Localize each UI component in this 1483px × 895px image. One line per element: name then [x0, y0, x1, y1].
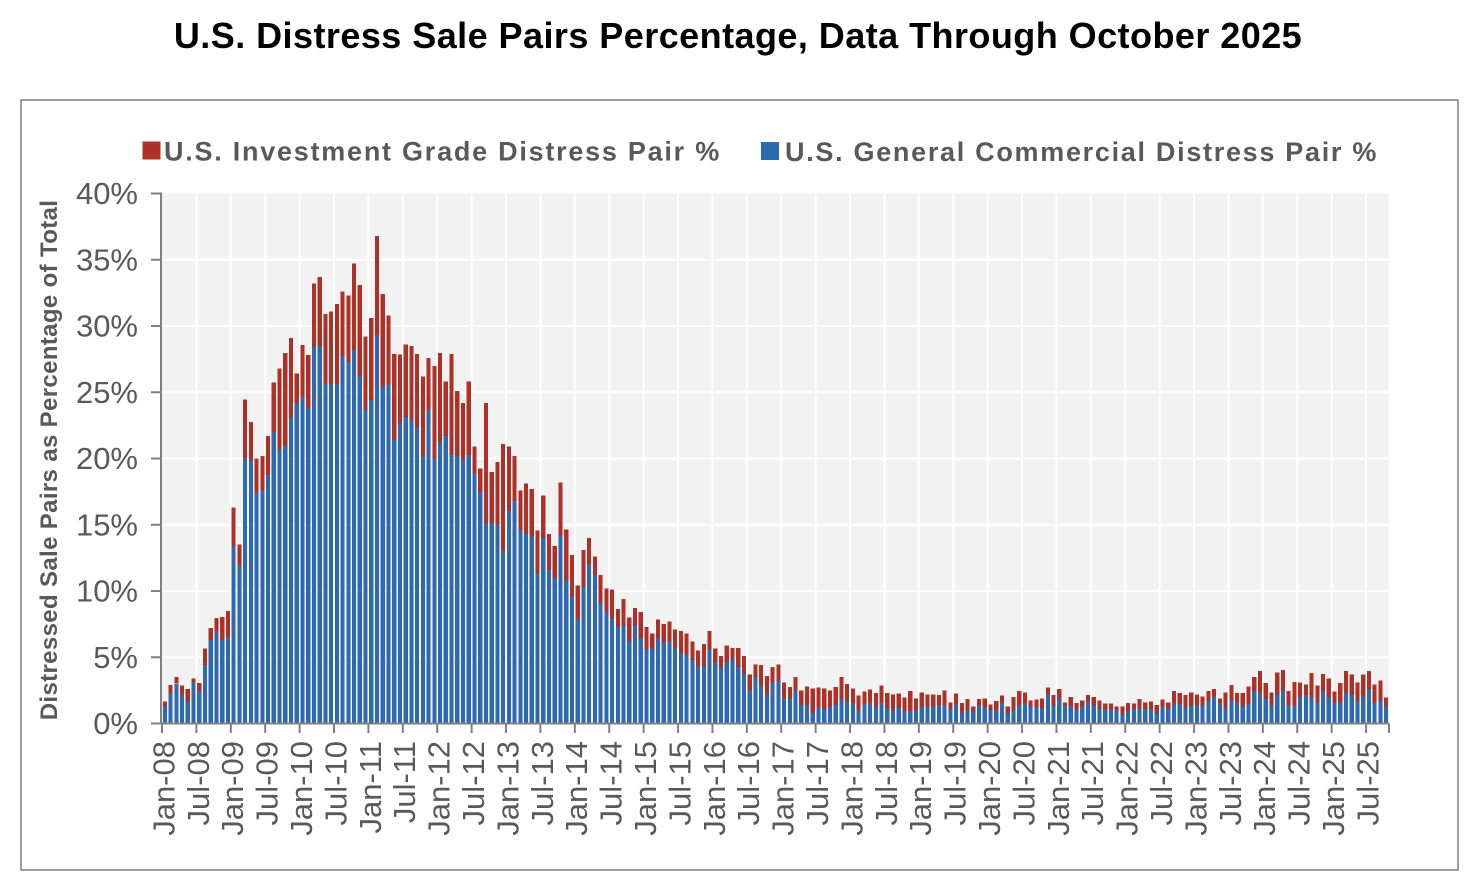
- svg-text:Jul-21: Jul-21: [1075, 741, 1110, 825]
- svg-text:Jan-25: Jan-25: [1316, 741, 1351, 836]
- svg-text:Jan-24: Jan-24: [1247, 741, 1282, 836]
- svg-text:35%: 35%: [76, 242, 138, 277]
- svg-text:Jul-08: Jul-08: [181, 741, 216, 825]
- svg-text:Jul-09: Jul-09: [250, 741, 285, 825]
- svg-text:Jan-13: Jan-13: [490, 741, 525, 836]
- svg-text:20%: 20%: [76, 441, 138, 476]
- svg-text:Jan-23: Jan-23: [1178, 741, 1213, 836]
- svg-text:Jan-15: Jan-15: [628, 741, 663, 836]
- svg-text:Jan-10: Jan-10: [284, 741, 319, 836]
- svg-text:Jul-15: Jul-15: [662, 741, 697, 825]
- svg-text:Jul-25: Jul-25: [1350, 741, 1385, 825]
- svg-text:10%: 10%: [76, 574, 138, 609]
- svg-text:Jan-22: Jan-22: [1110, 741, 1145, 836]
- svg-text:Jul-12: Jul-12: [456, 741, 491, 825]
- svg-text:Jul-17: Jul-17: [800, 741, 835, 825]
- svg-text:Jul-11: Jul-11: [387, 741, 422, 823]
- svg-text:Jul-18: Jul-18: [869, 741, 904, 825]
- svg-text:U.S. General Commercial Distre: U.S. General Commercial Distress Pair %: [785, 137, 1378, 167]
- svg-text:40%: 40%: [76, 176, 138, 211]
- svg-text:Jul-10: Jul-10: [318, 741, 353, 825]
- svg-text:5%: 5%: [93, 640, 138, 675]
- svg-text:Jan-21: Jan-21: [1041, 741, 1076, 836]
- svg-text:Jul-14: Jul-14: [594, 741, 629, 825]
- svg-text:30%: 30%: [76, 309, 138, 344]
- svg-text:Jul-16: Jul-16: [731, 741, 766, 825]
- svg-text:Jul-22: Jul-22: [1144, 741, 1179, 825]
- svg-text:0%: 0%: [93, 706, 138, 741]
- svg-text:Jan-11: Jan-11: [353, 741, 388, 834]
- svg-text:U.S. Investment Grade Distress: U.S. Investment Grade Distress Pair %: [164, 137, 721, 167]
- svg-text:Jul-13: Jul-13: [525, 741, 560, 825]
- svg-text:Jul-19: Jul-19: [938, 741, 973, 825]
- svg-text:25%: 25%: [76, 375, 138, 410]
- svg-text:Jan-08: Jan-08: [146, 741, 181, 836]
- svg-text:Jan-09: Jan-09: [215, 741, 250, 836]
- svg-text:Jul-24: Jul-24: [1282, 741, 1317, 825]
- svg-text:U.S. Distress Sale Pairs Perce: U.S. Distress Sale Pairs Percentage, Dat…: [174, 15, 1302, 56]
- svg-text:Distressed Sale Pairs as Perce: Distressed Sale Pairs as Percentage of T…: [36, 200, 63, 721]
- svg-text:Jan-16: Jan-16: [697, 741, 732, 836]
- svg-text:Jan-18: Jan-18: [834, 741, 869, 836]
- svg-text:Jan-17: Jan-17: [766, 741, 801, 836]
- svg-text:Jan-14: Jan-14: [559, 741, 594, 836]
- svg-text:Jul-23: Jul-23: [1213, 741, 1248, 825]
- svg-text:Jul-20: Jul-20: [1006, 741, 1041, 825]
- svg-text:Jan-19: Jan-19: [903, 741, 938, 836]
- svg-text:Jan-12: Jan-12: [422, 741, 457, 836]
- svg-text:15%: 15%: [76, 508, 138, 543]
- svg-text:Jan-20: Jan-20: [972, 741, 1007, 836]
